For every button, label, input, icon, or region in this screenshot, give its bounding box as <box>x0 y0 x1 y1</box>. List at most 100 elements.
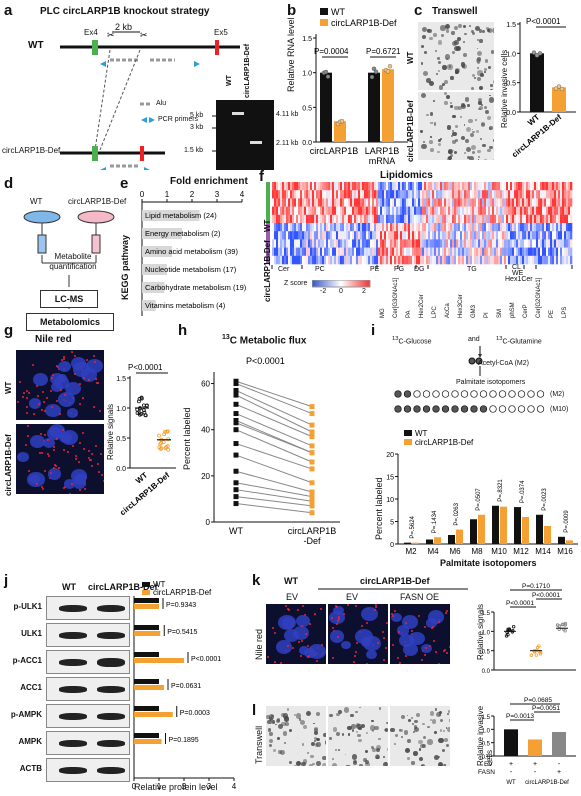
f-heat-cell <box>538 198 540 207</box>
j-bar <box>134 712 173 717</box>
f-heat-cell <box>336 231 338 240</box>
f-heat-cell <box>338 190 340 199</box>
f-heat-cell <box>276 231 278 240</box>
f-heat-cell <box>272 182 274 191</box>
f-heat-cell <box>314 256 316 264</box>
f-heat-cell <box>394 182 396 191</box>
f-bottom-class-12: Cer[G2GNAc1] <box>536 278 542 318</box>
h-point-def <box>310 411 315 416</box>
h-pair-line <box>236 381 312 406</box>
i-ytick-label: 0 <box>390 542 394 549</box>
lipid-droplet <box>91 465 93 467</box>
j-bar <box>134 631 160 636</box>
f-heat-cell <box>556 207 558 216</box>
invaded-cell <box>359 764 363 767</box>
f-heat-cell <box>522 231 524 240</box>
f-heat-cell <box>382 190 384 199</box>
f-heat-cell <box>278 223 280 232</box>
f-heat-cell <box>432 215 434 224</box>
l-row-label: Transwell <box>254 726 264 764</box>
f-heat-cell <box>284 239 286 248</box>
f-heat-cell <box>286 182 288 191</box>
f-heat-cell <box>350 182 352 191</box>
f-heat-cell <box>274 215 276 224</box>
invaded-cell <box>287 708 289 710</box>
f-heat-cell <box>506 256 508 264</box>
f-heat-cell <box>330 215 332 224</box>
f-heat-cell <box>296 215 298 224</box>
f-heat-cell <box>496 223 498 232</box>
h-point-def <box>310 503 315 508</box>
lipid-droplet <box>26 397 28 399</box>
f-heat-cell <box>352 182 354 191</box>
f-heat-cell <box>484 256 486 264</box>
f-heat-cell <box>358 198 360 207</box>
h-point-wt <box>234 381 239 386</box>
invaded-cell <box>474 77 476 79</box>
zscore-tick-zero: 0 <box>339 288 343 295</box>
i-xlabel-1: M4 <box>427 547 439 556</box>
f-heat-cell <box>274 182 276 191</box>
f-heat-cell <box>394 239 396 248</box>
f-heat-cell <box>444 223 446 232</box>
f-heat-cell <box>532 231 534 240</box>
f-heat-cell <box>558 190 560 199</box>
f-heat-cell <box>324 239 326 248</box>
lipid-droplet <box>83 448 85 450</box>
f-heat-cell <box>434 239 436 248</box>
f-heat-cell <box>296 182 298 191</box>
invaded-cell <box>492 28 494 33</box>
f-heat-cell <box>284 215 286 224</box>
f-heat-cell <box>486 207 488 216</box>
h-pair-line <box>236 395 312 432</box>
f-heat-cell <box>318 239 320 248</box>
f-heat-cell <box>446 190 448 199</box>
f-heat-cell <box>302 207 304 216</box>
f-heat-cell <box>450 215 452 224</box>
f-heat-cell <box>484 207 486 216</box>
invaded-cell <box>310 755 314 759</box>
f-heat-cell <box>338 256 340 264</box>
f-heat-cell <box>556 256 558 264</box>
f-heat-cell <box>510 198 512 207</box>
i-bar <box>566 540 573 544</box>
f-heat-cell <box>508 248 510 257</box>
b-point <box>386 69 390 73</box>
j-bar <box>134 604 159 609</box>
invaded-cell <box>276 719 280 723</box>
h-point-def <box>310 434 315 439</box>
f-heat-cell <box>330 239 332 248</box>
f-heat-cell <box>326 231 328 240</box>
j-blot-5 <box>46 731 130 755</box>
f-heat-cell <box>446 215 448 224</box>
f-heat-cell <box>296 256 298 264</box>
f-heat-cell <box>428 190 430 199</box>
f-heat-cell <box>332 223 334 232</box>
f-heat-cell <box>428 215 430 224</box>
c-row-wt: WT <box>406 52 415 64</box>
lipid-droplet <box>382 631 384 633</box>
f-heat-cell <box>376 248 378 257</box>
g-ytick-label: 1.0 <box>116 406 126 413</box>
f-heat-cell <box>526 256 528 264</box>
lipid-droplet <box>446 652 448 654</box>
f-heat-cell <box>314 215 316 224</box>
invaded-cell <box>460 116 462 118</box>
f-heat-cell <box>470 190 472 199</box>
f-heat-cell <box>544 190 546 199</box>
f-heat-cell <box>274 207 276 216</box>
f-heat-cell <box>304 239 306 248</box>
f-heat-cell <box>520 239 522 248</box>
f-heat-cell <box>392 190 394 199</box>
f-heat-cell <box>440 256 442 264</box>
k-def-bracket <box>318 586 468 592</box>
f-heat-cell <box>398 207 400 216</box>
f-heat-cell <box>318 198 320 207</box>
f-heat-cell <box>334 256 336 264</box>
f-heat-cell <box>296 248 298 257</box>
f-heat-cell <box>524 215 526 224</box>
f-heat-cell <box>454 231 456 240</box>
f-heat-cell <box>476 248 478 257</box>
f-heat-cell <box>420 248 422 257</box>
f-heat-cell <box>378 231 380 240</box>
